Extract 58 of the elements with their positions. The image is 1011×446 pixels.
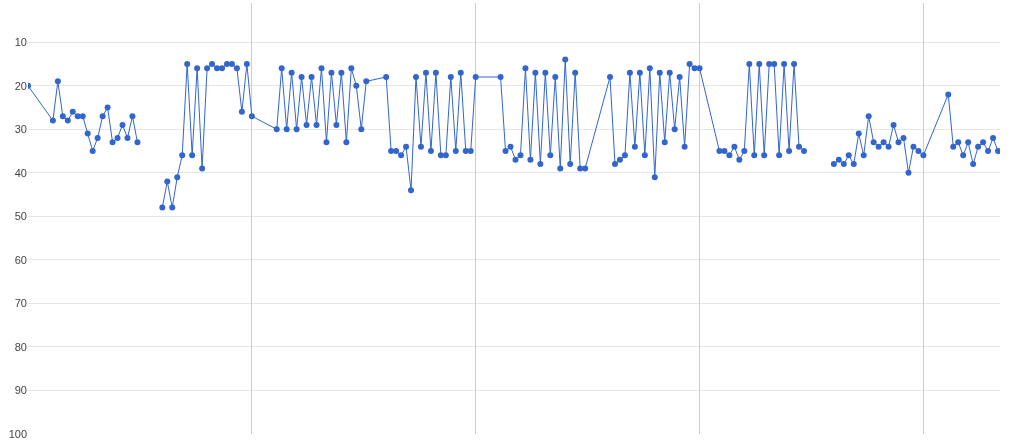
point — [950, 143, 957, 150]
y-tick-label: 100 — [8, 427, 27, 440]
point — [885, 143, 892, 150]
point — [855, 130, 862, 137]
point — [114, 134, 121, 141]
point — [955, 139, 962, 146]
point — [845, 152, 852, 159]
point — [109, 139, 116, 146]
y-tick-label: 70 — [14, 297, 27, 310]
point — [94, 134, 101, 141]
point — [54, 78, 61, 85]
point — [960, 152, 967, 159]
point — [945, 91, 952, 98]
point — [64, 117, 71, 124]
point — [835, 156, 842, 163]
point — [830, 161, 837, 168]
y-tick-label: 80 — [14, 340, 27, 353]
y-tick-label: 10 — [14, 36, 27, 49]
point — [59, 113, 66, 120]
point — [880, 139, 887, 146]
point — [980, 139, 987, 146]
point — [915, 148, 922, 155]
y-tick-label: 20 — [14, 79, 27, 92]
point — [910, 143, 917, 150]
point — [995, 148, 1000, 155]
point — [119, 121, 126, 128]
point — [104, 104, 111, 111]
point — [79, 113, 86, 120]
point — [74, 113, 81, 120]
y-tick-label: 40 — [14, 166, 27, 179]
y-tick-label: 30 — [14, 123, 27, 136]
point — [89, 148, 96, 155]
point — [860, 152, 867, 159]
point — [840, 161, 847, 168]
y-tick-label: 60 — [14, 253, 27, 266]
point — [975, 143, 982, 150]
point — [84, 130, 91, 137]
point — [850, 161, 857, 168]
point — [69, 108, 76, 115]
point — [875, 143, 882, 150]
point — [134, 139, 141, 146]
point — [965, 139, 972, 146]
point — [129, 113, 136, 120]
y-tick-label: 50 — [14, 210, 27, 223]
y-tick-label: 90 — [14, 384, 27, 397]
point — [895, 139, 902, 146]
point — [970, 161, 977, 168]
point — [985, 148, 992, 155]
point — [890, 121, 897, 128]
point — [124, 134, 131, 141]
point — [990, 134, 997, 141]
point — [870, 139, 877, 146]
point — [99, 113, 106, 120]
point — [865, 113, 872, 120]
point — [900, 134, 907, 141]
point — [49, 117, 56, 124]
point — [920, 152, 927, 159]
point — [905, 169, 912, 176]
